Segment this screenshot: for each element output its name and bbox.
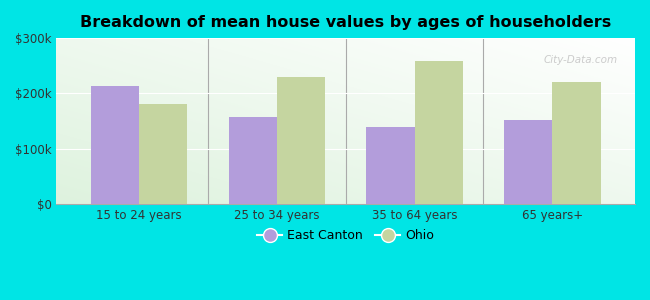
Title: Breakdown of mean house values by ages of householders: Breakdown of mean house values by ages o…	[80, 15, 612, 30]
Bar	[367, 127, 415, 204]
Bar	[229, 117, 277, 204]
Bar	[504, 120, 552, 204]
Bar	[277, 77, 325, 204]
Bar	[415, 61, 463, 204]
Text: City-Data.com: City-Data.com	[543, 55, 618, 65]
Bar	[139, 104, 187, 204]
Legend: East Canton, Ohio: East Canton, Ohio	[252, 224, 439, 248]
Bar	[91, 86, 139, 204]
Bar	[552, 82, 601, 204]
